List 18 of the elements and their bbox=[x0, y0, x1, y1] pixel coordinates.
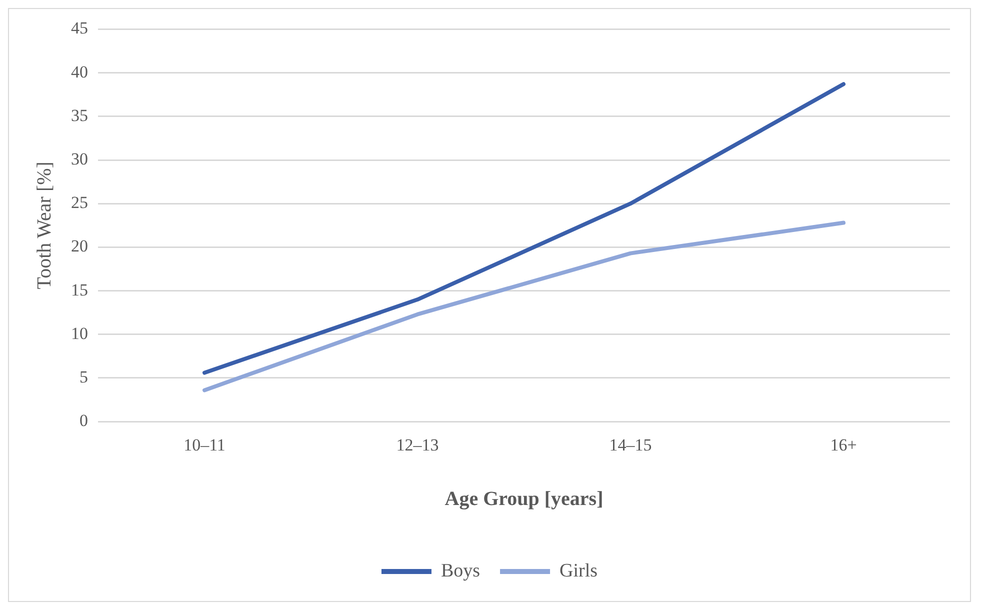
y-tick-label: 30 bbox=[71, 149, 88, 168]
y-tick-label: 5 bbox=[80, 367, 88, 386]
y-tick-label: 25 bbox=[71, 193, 88, 212]
y-tick-label: 15 bbox=[71, 280, 88, 300]
x-axis-title: Age Group [years] bbox=[444, 488, 604, 510]
y-tick-label: 35 bbox=[71, 106, 88, 125]
y-axis-title: Tooth Wear [%] bbox=[33, 162, 56, 290]
y-tick-label: 45 bbox=[71, 18, 88, 38]
x-tick-label: 12–13 bbox=[396, 435, 439, 454]
y-tick-label: 10 bbox=[71, 324, 88, 343]
legend-label: Boys bbox=[440, 560, 480, 582]
legend-label: Girls bbox=[560, 560, 598, 582]
y-tick-label: 0 bbox=[80, 411, 88, 430]
y-tick-label: 20 bbox=[71, 236, 88, 256]
x-tick-label: 14–15 bbox=[609, 435, 652, 454]
x-tick-label: 16+ bbox=[830, 435, 857, 454]
y-tick-label: 40 bbox=[71, 62, 88, 82]
x-tick-label: 10–11 bbox=[184, 435, 226, 454]
